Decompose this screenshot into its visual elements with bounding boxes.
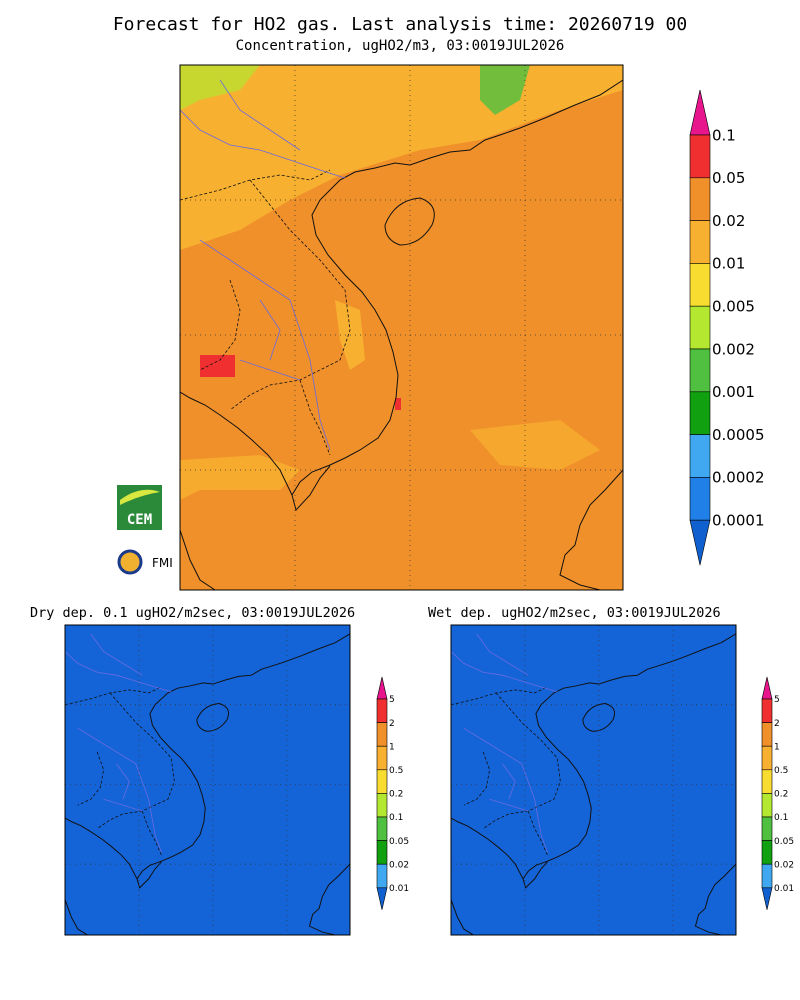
colorbar-label: 0.2 bbox=[774, 790, 788, 800]
colorbar-band bbox=[376, 840, 388, 865]
colorbar-label: 0.005 bbox=[712, 297, 755, 315]
main-map bbox=[180, 65, 623, 590]
colorbar-label: 0.01 bbox=[712, 255, 745, 273]
colorbar-label: 0.001 bbox=[712, 383, 755, 401]
colorbar-label: 0.0005 bbox=[712, 426, 765, 444]
panel-dry: Dry dep. 0.1 ugHO2/m2sec, 03:0019JUL2026 bbox=[30, 605, 355, 936]
colorbar-label: 0.2 bbox=[389, 790, 403, 800]
colorbar-band bbox=[689, 434, 711, 478]
colorbar-band bbox=[689, 263, 711, 307]
colorbar-label: 0.1 bbox=[774, 813, 788, 823]
panel-title: Dry dep. 0.1 ugHO2/m2sec, 03:0019JUL2026 bbox=[30, 605, 355, 621]
colorbar-label: 0.01 bbox=[389, 884, 409, 894]
cem-label: CEM bbox=[127, 512, 152, 528]
subtitle: Concentration, ugHO2/m3, 03:0019JUL2026 bbox=[236, 38, 565, 54]
colorbar-band bbox=[689, 177, 711, 221]
colorbar-label: 1 bbox=[389, 742, 395, 752]
colorbar-cap bbox=[761, 887, 773, 910]
fmi-logo: FMI bbox=[117, 549, 173, 575]
colorbar-band bbox=[761, 793, 773, 818]
colorbar-label: 0.5 bbox=[389, 766, 403, 776]
colorbar-label: 0.1 bbox=[389, 813, 403, 823]
colorbar-label: 0.0001 bbox=[712, 511, 765, 529]
colorbar-band bbox=[761, 816, 773, 841]
colorbar-band bbox=[689, 348, 711, 393]
colorbar-cap bbox=[376, 676, 388, 700]
colorbar-cap bbox=[761, 676, 773, 700]
colorbar-label: 0.1 bbox=[712, 126, 736, 144]
colorbar-label: 0.002 bbox=[712, 340, 755, 358]
colorbar-label: 2 bbox=[389, 719, 395, 729]
colorbar-label: 0.05 bbox=[389, 837, 409, 847]
colorbar-band bbox=[376, 722, 388, 747]
colorbar-label: 5 bbox=[389, 695, 395, 705]
panel-title: Wet dep. ugHO2/m2sec, 03:0019JUL2026 bbox=[428, 605, 721, 621]
colorbar-cap bbox=[376, 887, 388, 910]
colorbar-label: 1 bbox=[774, 742, 780, 752]
colorbar-band bbox=[761, 840, 773, 865]
colorbar-band bbox=[689, 134, 711, 179]
colorbar-band bbox=[761, 769, 773, 794]
fmi-label: FMI bbox=[152, 556, 173, 570]
colorbar-label: 0.01 bbox=[774, 884, 794, 894]
colorbar-band bbox=[376, 745, 388, 771]
colorbar-band bbox=[689, 391, 711, 435]
colorbar-label: 0.5 bbox=[774, 766, 788, 776]
title: Forecast for HO2 gas. Last analysis time… bbox=[113, 14, 687, 35]
colorbar-band bbox=[761, 722, 773, 747]
colorbar-band bbox=[376, 816, 388, 841]
colorbar-cap bbox=[689, 89, 711, 136]
main-map-frame bbox=[179, 64, 624, 591]
colorbar-band bbox=[761, 863, 773, 889]
colorbar-band bbox=[376, 769, 388, 794]
colorbar-label: 0.0002 bbox=[712, 469, 765, 487]
colorbar-label: 0.05 bbox=[712, 169, 745, 187]
colorbar-band bbox=[689, 220, 711, 264]
colorbar-label: 0.05 bbox=[774, 837, 794, 847]
colorbar-label: 0.02 bbox=[774, 860, 794, 870]
colorbar-band bbox=[376, 793, 388, 818]
colorbar-band bbox=[376, 698, 388, 723]
colorbar-band bbox=[689, 305, 711, 350]
panel-wet: Wet dep. ugHO2/m2sec, 03:0019JUL2026 bbox=[428, 605, 737, 936]
colorbar-band bbox=[689, 477, 711, 521]
colorbar-band bbox=[761, 698, 773, 723]
colorbar-label: 0.02 bbox=[712, 212, 745, 230]
colorbar-label: 5 bbox=[774, 695, 780, 705]
colorbar-label: 2 bbox=[774, 719, 780, 729]
colorbar-band bbox=[376, 863, 388, 889]
colorbar-cap bbox=[689, 519, 711, 566]
colorbar-band bbox=[761, 745, 773, 771]
cem-logo: CEM bbox=[117, 485, 162, 530]
colorbar-label: 0.02 bbox=[389, 860, 409, 870]
